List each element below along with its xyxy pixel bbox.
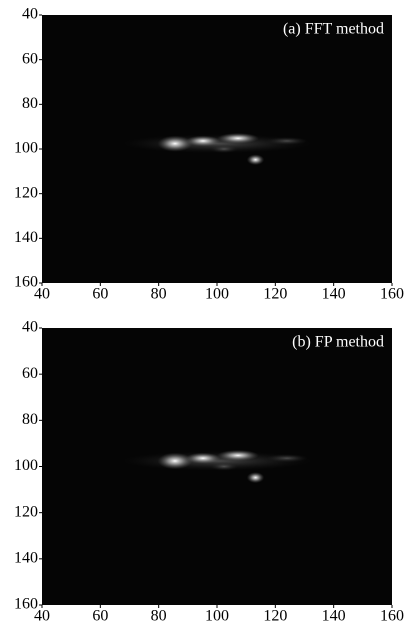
y-tick-label: 140: [14, 229, 38, 246]
intensity-blob: [185, 452, 221, 464]
x-tick-label: 40: [34, 286, 50, 303]
y-tick-label: 100: [14, 457, 38, 474]
x-tick-label: 80: [151, 286, 167, 303]
x-tick-label: 100: [205, 286, 229, 303]
annotation: (a) FFT method: [283, 21, 384, 38]
y-tick-label: 160: [14, 596, 38, 613]
x-tick-label: 140: [322, 286, 346, 303]
x-tick-label: 60: [92, 608, 108, 623]
y-tick-label: 100: [14, 140, 38, 157]
intensity-blob: [246, 154, 265, 166]
y-tick-label: 40: [22, 6, 38, 23]
x-tick-label: 140: [322, 608, 346, 623]
intensity-blob: [210, 462, 238, 471]
y-tick-label: 80: [22, 411, 38, 428]
intensity-blob: [246, 472, 265, 484]
y-tick-label: 60: [22, 50, 38, 67]
y-tick-label: 160: [14, 274, 38, 291]
x-tick-label: 100: [205, 608, 229, 623]
y-tick-label: 120: [14, 503, 38, 520]
x-tick-label: 80: [151, 608, 167, 623]
intensity-blob: [217, 449, 259, 461]
intensity-blob: [210, 144, 238, 154]
y-tick-label: 120: [14, 184, 38, 201]
intensity-blob: [217, 132, 259, 144]
intensity-blob: [266, 454, 308, 463]
x-tick-label: 160: [380, 286, 404, 303]
y-tick-label: 60: [22, 365, 38, 382]
x-tick-label: 160: [380, 608, 404, 623]
x-tick-label: 120: [263, 608, 287, 623]
x-tick-label: 120: [263, 286, 287, 303]
y-tick-label: 40: [22, 319, 38, 336]
y-tick-label: 80: [22, 95, 38, 112]
x-tick-label: 40: [34, 608, 50, 623]
x-tick-label: 60: [92, 286, 108, 303]
intensity-blob: [266, 136, 308, 145]
y-tick-label: 140: [14, 550, 38, 567]
intensity-blob: [157, 135, 193, 152]
intensity-blob: [157, 452, 193, 470]
intensity-blob: [185, 135, 221, 147]
annotation: (b) FP method: [292, 334, 384, 351]
